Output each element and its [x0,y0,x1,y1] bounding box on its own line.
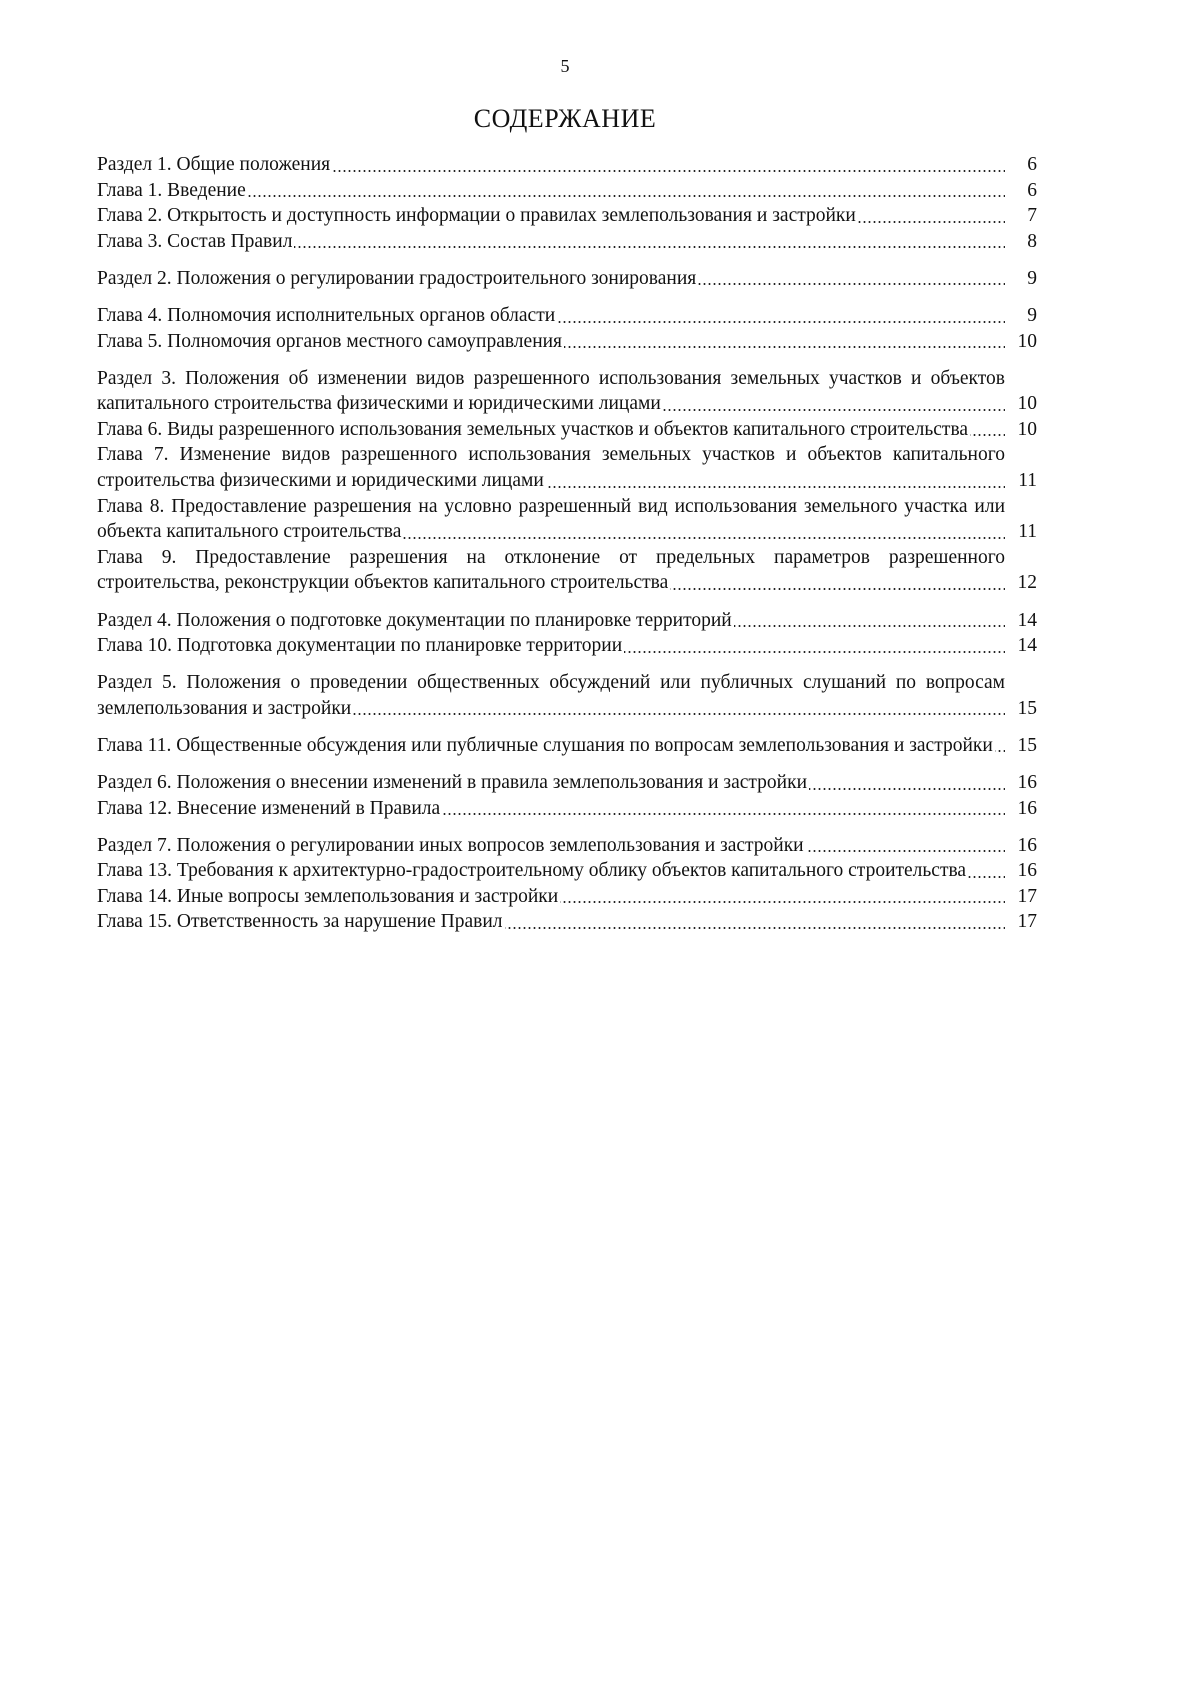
toc-entry-title: Глава 7. Изменение видов разрешенного ис… [97,444,1005,492]
toc-entry[interactable]: Глава 14. Иные вопросы землепользования … [97,883,1037,910]
toc-entry-title: Раздел 7. Положения о регулировании иных… [97,834,806,856]
toc-entry[interactable]: Глава 13. Требования к архитектурно-град… [97,858,1037,884]
toc-entry-page: 10 [1017,328,1037,355]
toc-entry[interactable]: Раздел 3. Положения об изменении видов р… [97,366,1037,417]
toc-entry-page: 9 [1027,265,1037,292]
toc-entry-title: Глава 1. Введение [97,179,248,201]
toc-entry-page: 15 [1017,695,1037,722]
toc-entry[interactable]: Глава 5. Полномочия органов местного сам… [97,328,1037,355]
toc-entry-title: Глава 5. Полномочия органов местного сам… [97,330,565,352]
toc-entry-title: Глава 9. Предоставление разрешения на от… [97,546,1005,594]
toc-entry-title: Глава 6. Виды разрешенного использования… [97,418,971,440]
toc-group: Раздел 3. Положения об изменении видов р… [97,366,1037,596]
page-title: СОДЕРЖАНИЕ [473,104,657,133]
toc-entry-page: 14 [1017,633,1037,659]
toc-entry-title: Глава 8. Предоставление разрешения на ус… [97,495,1005,543]
toc-entry-title: Раздел 3. Положения об изменении видов р… [97,367,1005,415]
toc-entry-page: 6 [1027,152,1037,178]
toc-entry-title: Глава 14. Иные вопросы землепользования … [97,885,561,907]
toc-entry[interactable]: Раздел 1. Общие положения 6 [97,152,1037,178]
toc-entry-title: Глава 12. Внесение изменений в Правила [97,797,443,819]
toc-entry-page: 15 [1017,732,1037,759]
toc-entry-page: 17 [1017,883,1037,910]
toc-entry-title: Раздел 6. Положения о внесении изменений… [97,771,810,793]
toc-entry-page: 11 [1018,468,1037,494]
toc-entry-title: Раздел 4. Положения о подготовке докумен… [97,609,734,631]
toc-entry[interactable]: Глава 8. Предоставление разрешения на ус… [97,494,1037,545]
toc-entry[interactable]: Глава 15. Ответственность за нарушение П… [97,909,1037,936]
toc-entry-page: 17 [1017,909,1037,936]
toc-entry[interactable]: Раздел 7. Положения о регулировании иных… [97,832,1037,859]
toc-entry[interactable]: Раздел 6. Положения о внесении изменений… [97,769,1037,796]
toc-entry[interactable]: Глава 1. Введение 6 [97,177,1037,204]
toc-entry-page: 14 [1017,607,1037,634]
toc-entry[interactable]: Глава 9. Предоставление разрешения на от… [97,545,1037,596]
toc-group: Глава 11. Общественные обсуждения или пу… [97,732,1037,759]
toc-entry-title: Глава 15. Ответственность за нарушение П… [97,911,505,933]
toc-entry-title: Раздел 2. Положения о регулировании град… [97,267,699,289]
toc-entry-title: Глава 3. Состав Правил [97,230,295,252]
toc-entry[interactable]: Глава 6. Виды разрешенного использования… [97,416,1037,443]
toc-entry-title: Глава 11. Общественные обсуждения или пу… [97,734,995,756]
toc-entry-title: Глава 4. Полномочия исполнительных орган… [97,304,558,326]
toc-group: Раздел 4. Положения о подготовке докумен… [97,607,1037,659]
toc-entry[interactable]: Глава 12. Внесение изменений в Правила 16 [97,795,1037,822]
toc-entry-page: 12 [1017,570,1037,596]
toc-entry-title: Глава 10. Подготовка документации по пла… [97,635,625,657]
toc-entry-page: 8 [1027,228,1037,255]
toc-entry-page: 7 [1027,203,1037,229]
toc-entry-title: Раздел 1. Общие положения [97,154,333,175]
toc-entry-title: Раздел 5. Положения о проведении обществ… [97,672,1005,719]
toc-entry-page: 10 [1017,416,1037,443]
page-number: 5 [560,56,570,76]
toc-entry[interactable]: Глава 11. Общественные обсуждения или пу… [97,732,1037,759]
toc-group: Раздел 1. Общие положения 6 Глава 1. Введе… [97,152,1037,255]
toc-group: Раздел 6. Положения о внесении изменений… [97,769,1037,822]
toc-entry-page: 16 [1017,832,1037,859]
toc-entry[interactable]: Раздел 5. Положения о проведении обществ… [97,670,1037,722]
toc-entry-page: 16 [1017,769,1037,796]
toc-entry[interactable]: Глава 4. Полномочия исполнительных орган… [97,302,1037,329]
toc-entry-page: 16 [1017,795,1037,822]
toc-entry[interactable]: Раздел 4. Положения о подготовке докумен… [97,607,1037,634]
toc-entry[interactable]: Глава 10. Подготовка документации по пла… [97,633,1037,659]
toc-entry[interactable]: Глава 3. Состав Правил 8 [97,228,1037,255]
toc-group: Раздел 5. Положения о проведении обществ… [97,670,1037,722]
toc-entry-page: 10 [1017,391,1037,417]
toc-group: Раздел 7. Положения о регулировании иных… [97,832,1037,936]
toc-entry-title: Глава 2. Открытость и доступность информ… [97,205,858,227]
toc-entry[interactable]: Глава 2. Открытость и доступность информ… [97,203,1037,229]
toc-entry-page: 16 [1017,858,1037,884]
toc-entry-title: Глава 13. Требования к архитектурно-град… [97,860,969,882]
toc-entry[interactable]: Глава 7. Изменение видов разрешенного ис… [97,442,1037,494]
toc-group: Глава 4. Полномочия исполнительных орган… [97,302,1037,355]
toc-entry-page: 6 [1027,177,1037,204]
toc-entry-page: 11 [1018,519,1037,545]
toc-entry-page: 9 [1027,302,1037,329]
toc-entry[interactable]: Раздел 2. Положения о регулировании град… [97,265,1037,292]
table-of-contents: Раздел 1. Общие положения 6 Глава 1. Введе… [97,152,1037,947]
toc-group: Раздел 2. Положения о регулировании град… [97,265,1037,292]
